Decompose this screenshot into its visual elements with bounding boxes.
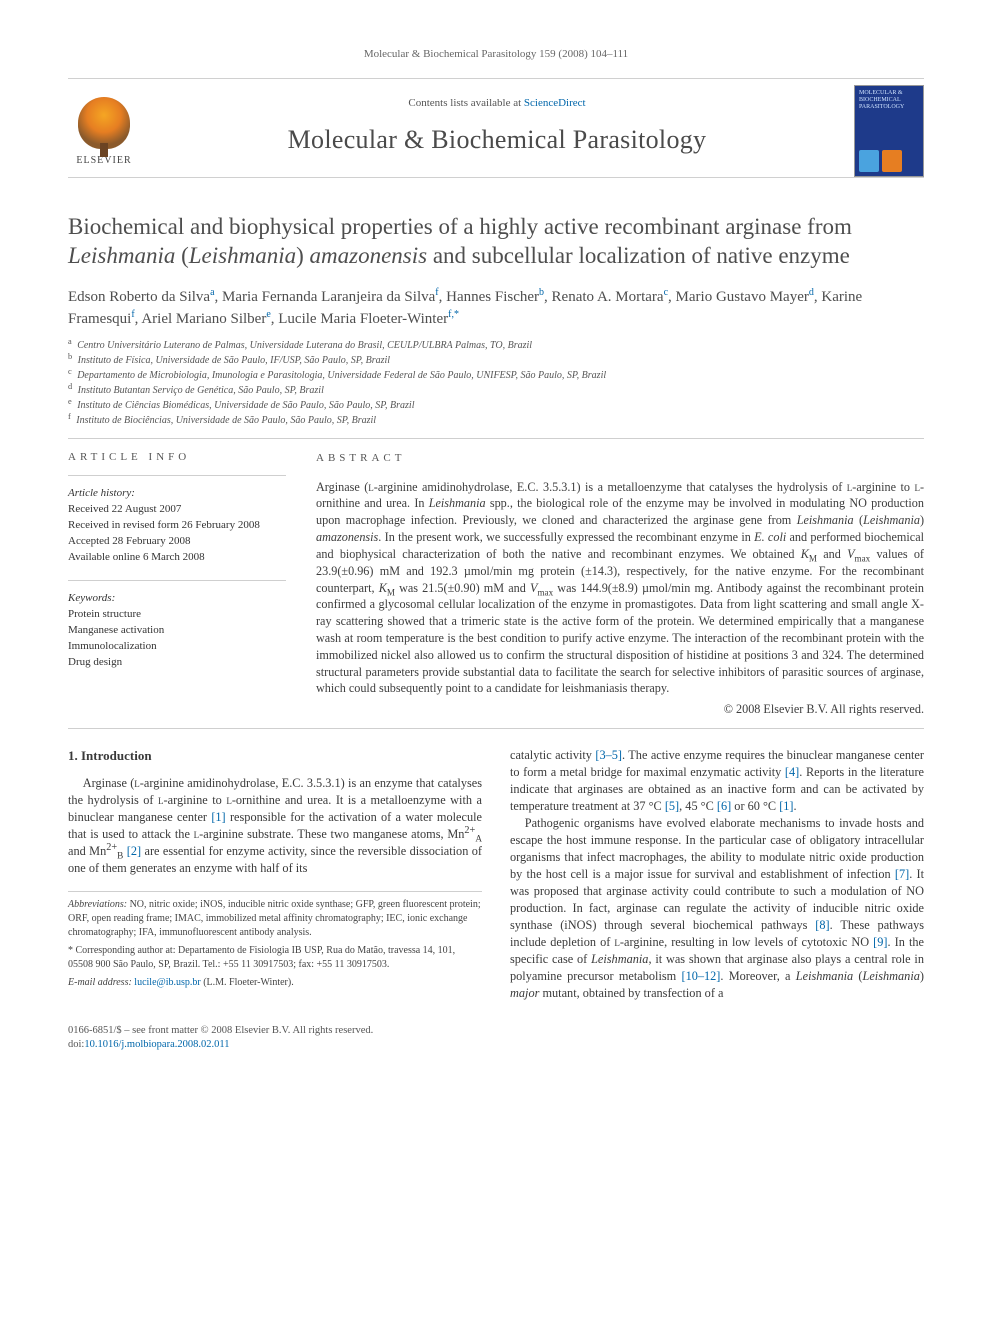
ref-link[interactable]: [3–5] [595,748,622,762]
title-ital3: amazonensis [310,243,428,268]
article-info: article info Article history: Received 2… [68,451,286,718]
doi-prefix: doi: [68,1039,84,1050]
keyword: Immunolocalization [68,639,286,655]
history-line: Received in revised form 26 February 200… [68,518,286,534]
article-title: Biochemical and biophysical properties o… [68,212,924,271]
ref-link[interactable]: [4] [785,765,799,779]
journal-cover-thumb: MOLECULAR & BIOCHEMICAL PARASITOLOGY [854,85,924,177]
masthead-center: Contents lists available at ScienceDirec… [140,95,854,167]
footnotes: Abbreviations: NO, nitric oxide; iNOS, i… [68,891,482,990]
email-link[interactable]: lucile@ib.usp.br [134,977,200,988]
title-p3: ) [296,243,309,268]
title-p1: Biochemical and biophysical properties o… [68,214,852,239]
abbreviations: Abbreviations: NO, nitric oxide; iNOS, i… [68,898,482,940]
para-1: Arginase (l-arginine amidinohydrolase, E… [68,775,482,877]
keyword: Protein structure [68,607,286,623]
title-p4: and subcellular localization of native e… [427,243,850,268]
ref-link[interactable]: [2] [127,844,141,858]
divider [68,728,924,729]
affiliation-item: b Instituto de Física, Universidade de S… [68,353,924,368]
affiliation-item: e Instituto de Ciências Biomédicas, Univ… [68,398,924,413]
ref-link[interactable]: [1] [779,799,793,813]
abbr-label: Abbreviations: [68,899,127,910]
sciencedirect-link[interactable]: ScienceDirect [524,97,586,109]
doi-link[interactable]: 10.1016/j.molbiopara.2008.02.011 [84,1039,229,1050]
ref-link[interactable]: [5] [665,799,679,813]
email-label: E-mail address: [68,977,132,988]
keywords-block: Keywords: Protein structureManganese act… [68,591,286,671]
affiliations: a Centro Universitário Luterano de Palma… [68,338,924,428]
page: Molecular & Biochemical Parasitology 159… [0,0,992,1093]
corresponding-author: * Corresponding author at: Departamento … [68,944,482,972]
journal-name: Molecular & Biochemical Parasitology [150,125,844,155]
ref-link[interactable]: [1] [211,810,225,824]
divider [68,438,924,439]
affiliation-item: d Instituto Butantan Serviço de Genética… [68,383,924,398]
abstract-text: Arginase (l-arginine amidinohydrolase, E… [316,479,924,698]
keyword: Drug design [68,655,286,671]
front-matter-line: 0166-6851/$ – see front matter © 2008 El… [68,1024,924,1039]
title-ital2: Leishmania [189,243,296,268]
cover-title: MOLECULAR & BIOCHEMICAL PARASITOLOGY [859,90,919,112]
corr-label: * Corresponding author at: [68,945,175,956]
affiliation-item: c Departamento de Microbiologia, Imunolo… [68,368,924,383]
ref-link[interactable]: [7] [895,867,909,881]
history-label: Article history: [68,486,286,502]
para-3: Pathogenic organisms have evolved elabor… [510,815,924,1002]
section-heading-1: 1. Introduction [68,747,482,765]
info-abstract-row: article info Article history: Received 2… [68,451,924,718]
para-2-top-col2: catalytic activity [3–5]. The active enz… [510,747,924,815]
affiliation-item: a Centro Universitário Luterano de Palma… [68,338,924,353]
keywords-label: Keywords: [68,591,286,607]
elsevier-logo: ELSEVIER [68,91,140,171]
masthead: ELSEVIER Contents lists available at Sci… [68,78,924,178]
running-head: Molecular & Biochemical Parasitology 159… [68,48,924,60]
ref-link[interactable]: [9] [873,935,887,949]
doi-line: doi:10.1016/j.molbiopara.2008.02.011 [68,1038,924,1053]
abstract-heading: abstract [316,451,924,466]
ref-link[interactable]: [10–12] [681,969,720,983]
ref-link[interactable]: [8] [815,918,829,932]
page-footer: 0166-6851/$ – see front matter © 2008 El… [68,1024,924,1053]
abstract-copyright: © 2008 Elsevier B.V. All rights reserved… [316,701,924,718]
author-list: Edson Roberto da Silvaa, Maria Fernanda … [68,287,924,331]
contents-available-line: Contents lists available at ScienceDirec… [150,97,844,109]
ref-link[interactable]: [6] [717,799,731,813]
cover-images-icon [859,150,919,172]
keyword: Manganese activation [68,623,286,639]
article-info-heading: article info [68,451,286,463]
elsevier-tree-icon [78,97,130,149]
abbr-text: NO, nitric oxide; iNOS, inducible nitric… [68,899,481,938]
title-ital1: Leishmania [68,243,175,268]
email-line: E-mail address: lucile@ib.usp.br (L.M. F… [68,976,482,990]
email-suffix: (L.M. Floeter-Winter). [201,977,294,988]
history-line: Accepted 28 February 2008 [68,534,286,550]
body-columns: 1. Introduction Arginase (l-arginine ami… [68,747,924,1002]
history-line: Received 22 August 2007 [68,502,286,518]
history-line: Available online 6 March 2008 [68,550,286,566]
article-history: Article history: Received 22 August 2007… [68,486,286,566]
affiliation-item: f Instituto de Biociências, Universidade… [68,413,924,428]
abstract: abstract Arginase (l-arginine amidinohyd… [316,451,924,718]
contents-prefix: Contents lists available at [408,97,523,109]
title-p2: ( [175,243,188,268]
